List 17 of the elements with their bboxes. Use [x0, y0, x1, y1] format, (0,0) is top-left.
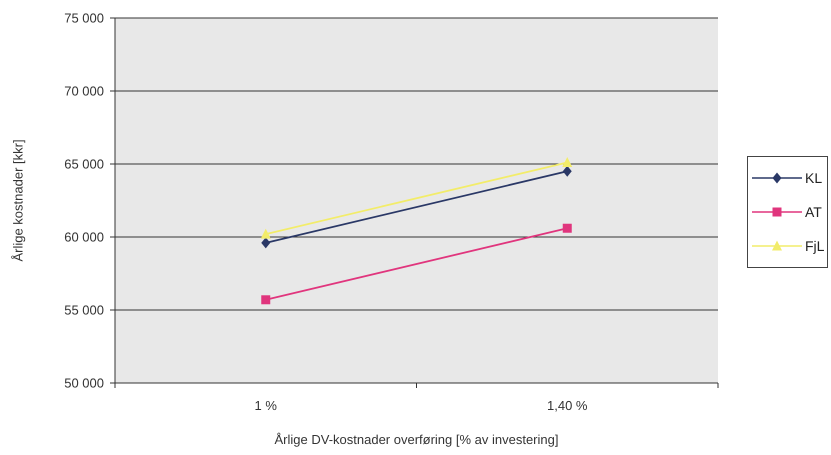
y-tick-label: 50 000 — [64, 376, 104, 391]
x-tick-label: 1,40 % — [547, 398, 588, 414]
y-tick-label: 75 000 — [64, 10, 104, 26]
y-axis-title: Årlige kostnader [kkr] — [10, 139, 26, 262]
point — [261, 295, 270, 304]
y-tick-label: 65 000 — [64, 156, 104, 172]
point — [562, 166, 572, 177]
x-tick-label: 1 % — [254, 398, 278, 414]
legend-label: KL — [805, 170, 822, 186]
y-tick-label: 55 000 — [64, 302, 104, 318]
point — [562, 224, 572, 233]
legend-label: FjL — [805, 238, 824, 254]
y-tick-label: 70 000 — [64, 84, 104, 99]
legend-label: AT — [805, 204, 822, 220]
y-tick-label: 60 000 — [64, 230, 104, 245]
x-axis-title: Årlige DV-kostnader overføring [% av investering] — [274, 432, 558, 447]
point — [261, 237, 270, 248]
